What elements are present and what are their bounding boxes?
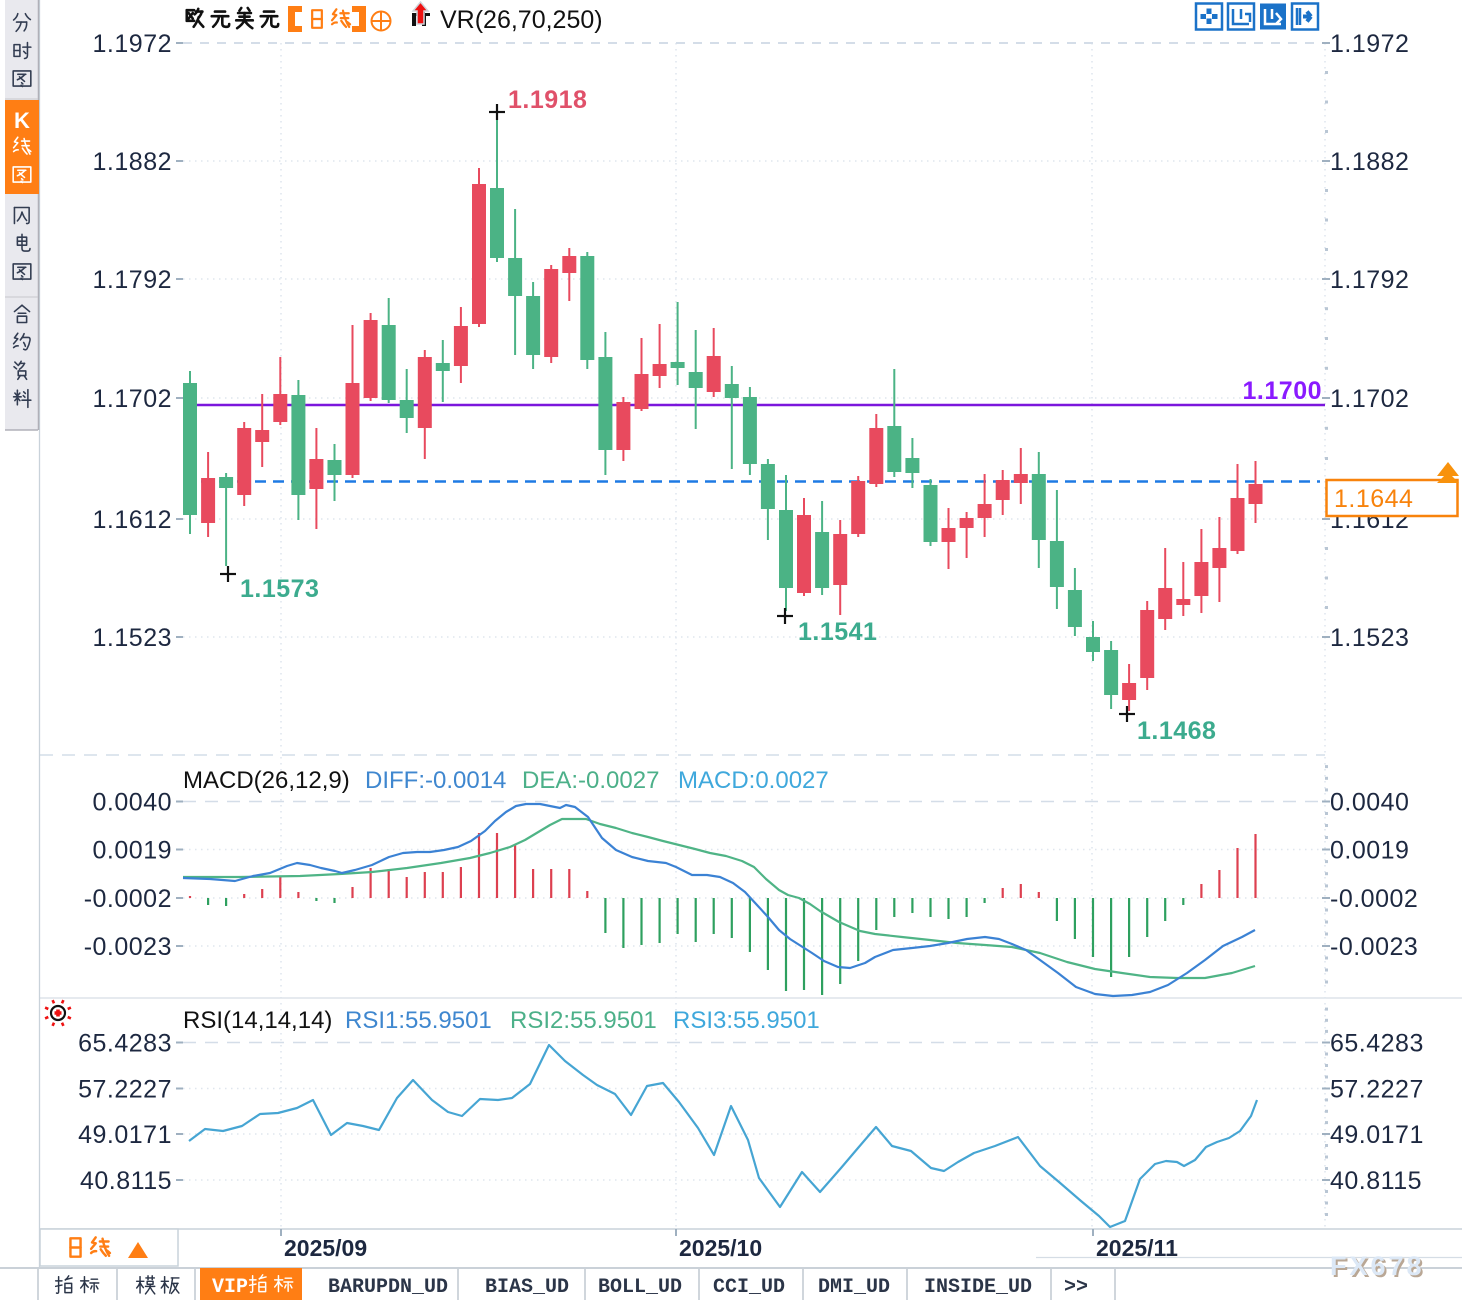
svg-text:RSI(14,14,14): RSI(14,14,14) — [183, 1007, 332, 1034]
svg-text:1.1644: 1.1644 — [1334, 485, 1413, 513]
svg-text:INSIDE_UD: INSIDE_UD — [924, 1276, 1032, 1299]
svg-text:DIFF:-0.0014: DIFF:-0.0014 — [365, 767, 506, 794]
svg-text:-0.0023: -0.0023 — [1330, 933, 1418, 961]
svg-text:1.1573: 1.1573 — [240, 575, 319, 603]
svg-text:2025/09: 2025/09 — [284, 1235, 367, 1261]
svg-text:BIAS_UD: BIAS_UD — [485, 1276, 569, 1299]
svg-text:>>: >> — [1064, 1276, 1088, 1299]
svg-text:1.1972: 1.1972 — [93, 30, 172, 58]
svg-text:VR(26,70,250): VR(26,70,250) — [440, 6, 603, 34]
svg-text:0.0019: 0.0019 — [93, 837, 172, 865]
svg-text:FX678: FX678 — [1332, 1253, 1427, 1283]
svg-text:FX678: FX678 — [1330, 1251, 1425, 1281]
svg-text:0.0040: 0.0040 — [93, 789, 172, 817]
svg-text:65.4283: 65.4283 — [1330, 1030, 1424, 1058]
svg-text:1.1523: 1.1523 — [1330, 624, 1409, 652]
svg-text:57.2227: 57.2227 — [78, 1076, 172, 1104]
svg-text:1.1523: 1.1523 — [93, 624, 172, 652]
svg-text:RSI1:55.9501: RSI1:55.9501 — [345, 1007, 492, 1034]
svg-text:1.1612: 1.1612 — [93, 506, 172, 534]
svg-text:2025/10: 2025/10 — [679, 1235, 762, 1261]
svg-text:1.1882: 1.1882 — [93, 148, 172, 176]
svg-text:K: K — [14, 108, 30, 133]
svg-text:DMI_UD: DMI_UD — [818, 1276, 890, 1299]
svg-text:BARUPDN_UD: BARUPDN_UD — [328, 1276, 448, 1299]
svg-text:1.1700: 1.1700 — [1243, 377, 1322, 405]
svg-text:1.1541: 1.1541 — [798, 618, 877, 646]
svg-text:1.1972: 1.1972 — [1330, 30, 1409, 58]
svg-text:0.0019: 0.0019 — [1330, 837, 1409, 865]
svg-text:1.1792: 1.1792 — [1330, 266, 1409, 294]
svg-text:-0.0002: -0.0002 — [1330, 885, 1418, 913]
svg-text:1.1702: 1.1702 — [93, 385, 172, 413]
svg-text:MACD:0.0027: MACD:0.0027 — [678, 767, 829, 794]
svg-text:RSI3:55.9501: RSI3:55.9501 — [673, 1007, 820, 1034]
svg-text:1.1468: 1.1468 — [1137, 717, 1216, 745]
svg-text:-0.0023: -0.0023 — [84, 933, 172, 961]
svg-text:RSI2:55.9501: RSI2:55.9501 — [510, 1007, 657, 1034]
svg-text:BOLL_UD: BOLL_UD — [598, 1276, 682, 1299]
svg-text:40.8115: 40.8115 — [1330, 1167, 1422, 1195]
svg-text:1.1918: 1.1918 — [508, 86, 587, 114]
svg-text:65.4283: 65.4283 — [78, 1030, 172, 1058]
svg-text:40.8115: 40.8115 — [80, 1167, 172, 1195]
svg-text:MACD(26,12,9): MACD(26,12,9) — [183, 767, 350, 794]
svg-text:VIP: VIP — [212, 1276, 248, 1299]
svg-text:49.0171: 49.0171 — [1330, 1121, 1424, 1149]
svg-text:0.0040: 0.0040 — [1330, 789, 1409, 817]
svg-text:-0.0002: -0.0002 — [84, 885, 172, 913]
svg-text:DEA:-0.0027: DEA:-0.0027 — [522, 767, 659, 794]
svg-text:1.1702: 1.1702 — [1330, 385, 1409, 413]
svg-text:CCI_UD: CCI_UD — [713, 1276, 785, 1299]
svg-text:2025/11: 2025/11 — [1096, 1235, 1178, 1261]
svg-text:49.0171: 49.0171 — [78, 1121, 172, 1149]
svg-text:1.1882: 1.1882 — [1330, 148, 1409, 176]
svg-text:1.1792: 1.1792 — [93, 266, 172, 294]
svg-text:57.2227: 57.2227 — [1330, 1076, 1424, 1104]
